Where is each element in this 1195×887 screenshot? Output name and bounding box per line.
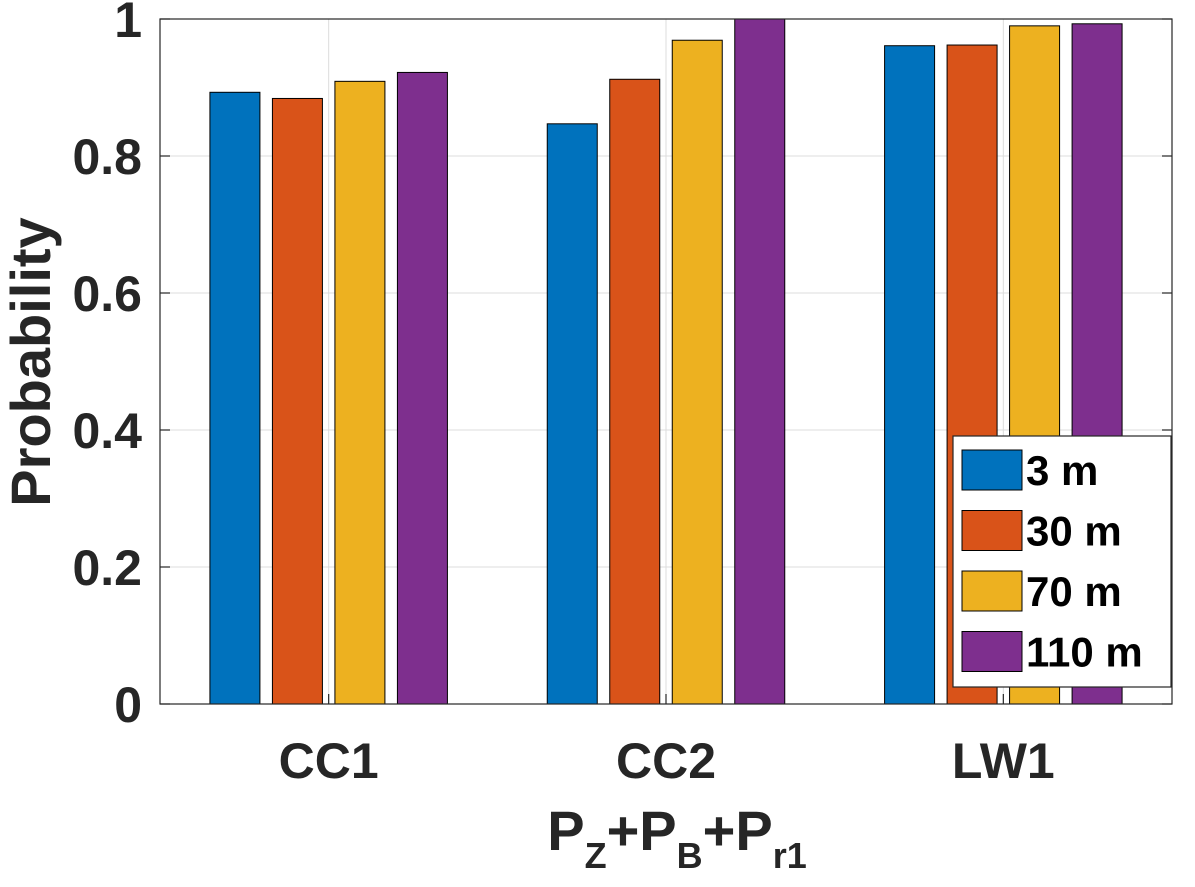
y-axis-ticks: 0 0.2 0.4 0.6 0.8 1: [72, 0, 1172, 733]
bar-3m-cc2: [546, 123, 598, 705]
x-label-subscript: B: [677, 835, 703, 876]
legend-swatch-110m: [961, 631, 1023, 672]
y-tick-label: 0: [114, 677, 142, 733]
legend-label-30m: 30 m: [1026, 508, 1122, 555]
x-axis-label: PZ+PB+Pr1: [547, 799, 807, 876]
x-axis-ticks: CC1 CC2 LW1: [279, 694, 1055, 789]
x-label-part: +P: [607, 799, 677, 862]
bar-70m-cc2: [671, 39, 723, 705]
y-tick-label: 0.2: [72, 540, 142, 596]
x-tick-label-cc2: CC2: [616, 733, 716, 789]
bars: [209, 18, 1123, 705]
bar-110m-cc2: [734, 18, 786, 705]
bar-70m-cc1: [334, 80, 386, 705]
bar-3m-cc1: [209, 91, 261, 705]
y-axis-label: Probability: [0, 217, 62, 506]
y-tick-label: 0.6: [72, 266, 142, 322]
legend: 3 m 30 m 70 m 110 m: [952, 435, 1172, 688]
bar-30m-cc1: [271, 97, 323, 705]
x-tick-label-cc1: CC1: [279, 733, 379, 789]
x-tick-label-lw1: LW1: [952, 733, 1055, 789]
legend-label-110m: 110 m: [1026, 629, 1143, 676]
x-label-part: P: [547, 799, 584, 862]
legend-swatch-70m: [961, 570, 1023, 612]
bar-3m-lw1: [884, 45, 936, 705]
legend-label-3m: 3 m: [1026, 447, 1098, 494]
y-tick-label: 0.8: [72, 129, 142, 185]
legend-swatch-30m: [961, 510, 1023, 551]
x-label-subscript: r1: [773, 835, 807, 876]
y-tick-label: 0.4: [72, 403, 142, 459]
bar-30m-cc2: [609, 78, 661, 705]
bar-110m-cc1: [396, 71, 448, 705]
x-label-subscript: Z: [585, 835, 607, 876]
legend-swatch-3m: [961, 449, 1023, 491]
x-label-part: +P: [703, 799, 773, 862]
legend-label-70m: 70 m: [1026, 568, 1122, 615]
y-tick-label: 1: [114, 0, 142, 48]
